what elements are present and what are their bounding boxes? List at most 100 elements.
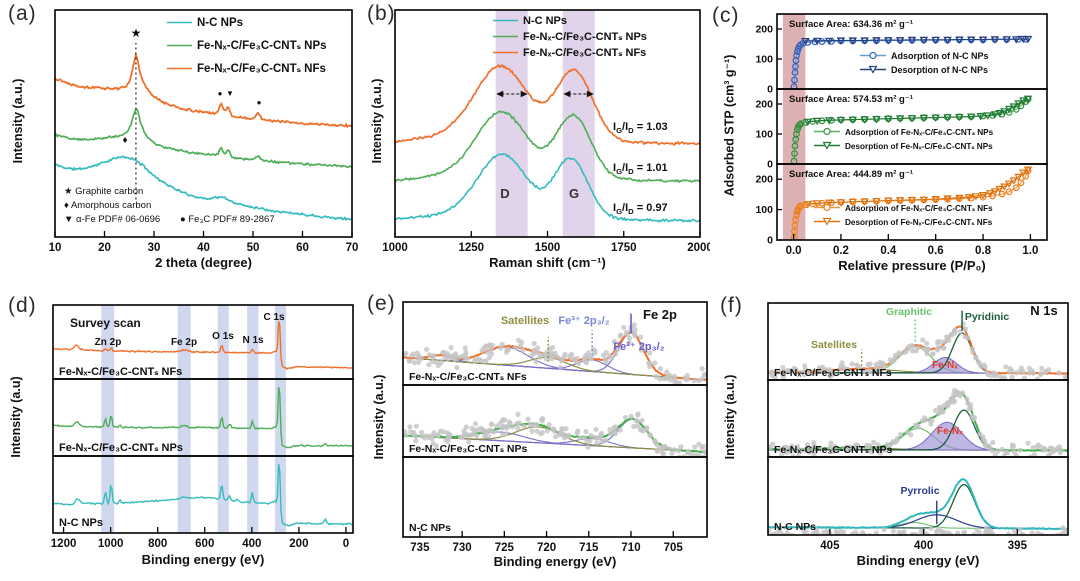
surface-area: Surface Area: 444.89 m² g⁻¹ bbox=[789, 169, 913, 180]
satellites-label: Satellites bbox=[501, 315, 549, 327]
raw-data bbox=[691, 378, 697, 384]
raw-data bbox=[866, 368, 872, 374]
raw-data bbox=[1020, 369, 1026, 375]
raw-data bbox=[568, 351, 575, 357]
raw-data bbox=[594, 440, 600, 446]
marker bbox=[801, 38, 810, 46]
raw-data bbox=[648, 432, 654, 439]
marker bbox=[1019, 35, 1028, 44]
marker bbox=[978, 192, 988, 200]
raw-data bbox=[1003, 449, 1009, 455]
raw-data bbox=[646, 360, 652, 366]
raw-data bbox=[849, 361, 855, 367]
raw-data bbox=[968, 405, 974, 412]
raw-data bbox=[662, 443, 668, 450]
region-label: N 1s bbox=[1030, 303, 1057, 318]
raw-data bbox=[440, 429, 446, 435]
sample-label: Fe-Nₓ-C/Fe₃C-CNTₛ NPs bbox=[409, 443, 527, 455]
raw-data bbox=[557, 364, 563, 371]
panel-f-xaxis-label: Binding energy (eV) bbox=[856, 553, 980, 568]
raw-data bbox=[607, 430, 614, 436]
legend-marker bbox=[822, 141, 832, 150]
marker bbox=[860, 198, 869, 206]
raw-data bbox=[603, 437, 609, 443]
raw-data bbox=[1027, 536, 1032, 541]
x-tick-label: 70 bbox=[346, 242, 359, 254]
marker bbox=[983, 112, 993, 120]
panel-b-letter: (b) bbox=[367, 2, 396, 25]
raw-data bbox=[844, 444, 850, 450]
fe3c-marker: ● bbox=[257, 98, 262, 107]
raw-data bbox=[972, 415, 978, 421]
raw-data bbox=[892, 439, 898, 446]
x-tick-label: 725 bbox=[495, 542, 515, 554]
raw-data bbox=[780, 374, 786, 380]
raw-data bbox=[1046, 453, 1052, 457]
raw-data bbox=[974, 536, 979, 541]
panel-d-yaxis-label: Intensity (a.u) bbox=[9, 376, 23, 458]
raw-data bbox=[896, 350, 902, 356]
x-tick-label: 0.8 bbox=[975, 245, 992, 257]
xrd-nc-nps bbox=[55, 155, 352, 222]
des-nc-line bbox=[805, 38, 1029, 42]
raw-data bbox=[778, 447, 784, 453]
y-tick-label: 0 bbox=[767, 235, 773, 247]
x-tick-label: 0.2 bbox=[833, 245, 849, 257]
raw-data bbox=[984, 536, 989, 541]
ig-id-ratio: IG/ID = 1.03 bbox=[613, 121, 668, 135]
x-tick-label: 0.0 bbox=[786, 245, 802, 257]
raw-data bbox=[416, 359, 422, 365]
annotation: ★ Graphite carbon bbox=[64, 186, 143, 197]
raw-data bbox=[520, 347, 526, 353]
raw-data bbox=[811, 442, 817, 448]
raw-data bbox=[982, 538, 987, 543]
element-label: Fe 2p bbox=[171, 337, 197, 348]
raw-data bbox=[770, 441, 776, 447]
raw-data bbox=[853, 362, 859, 368]
x-tick-label: 50 bbox=[247, 242, 260, 254]
raw-data bbox=[992, 373, 998, 379]
raw-data bbox=[880, 536, 885, 541]
raw-data bbox=[853, 529, 859, 535]
raw-data bbox=[588, 354, 594, 360]
marker bbox=[955, 113, 964, 122]
raw-data bbox=[529, 428, 535, 434]
panel-a-letter: (a) bbox=[8, 2, 37, 25]
raw-data bbox=[626, 340, 632, 346]
raw-data bbox=[611, 338, 617, 345]
raman-nc-nps bbox=[395, 152, 700, 223]
raw-data bbox=[950, 399, 956, 405]
raw-data bbox=[789, 443, 795, 449]
plot-area bbox=[782, 89, 1033, 164]
x-tick-label: 200 bbox=[289, 538, 308, 550]
sample-label: N-C NPs bbox=[774, 521, 816, 533]
x-tick-label: 735 bbox=[410, 542, 430, 554]
raw-data bbox=[666, 446, 672, 452]
raw-data bbox=[1035, 442, 1041, 448]
marker bbox=[793, 130, 800, 138]
highlight-band bbox=[495, 10, 528, 237]
raw-data bbox=[910, 348, 916, 354]
raw-data bbox=[684, 373, 690, 379]
raw-data bbox=[413, 433, 419, 439]
plot-area bbox=[55, 42, 352, 222]
raw-data bbox=[940, 409, 946, 415]
raw-data bbox=[788, 448, 794, 454]
raw-data bbox=[544, 428, 550, 434]
x-tick-label: 730 bbox=[453, 542, 472, 554]
raw-data bbox=[542, 352, 548, 358]
raw-data bbox=[408, 429, 414, 435]
afe-marker: ▼ bbox=[226, 89, 234, 98]
raw-data bbox=[613, 351, 619, 357]
legend-label: Fe-Nₓ-C/Fe₃C-CNTₛ NPs bbox=[197, 40, 327, 52]
raw-data bbox=[628, 413, 634, 420]
raw-data bbox=[1038, 372, 1044, 378]
raw-data bbox=[873, 538, 878, 543]
raw-data bbox=[1046, 367, 1052, 373]
raw-data bbox=[929, 417, 935, 423]
highlight-band bbox=[782, 164, 806, 240]
raw-data bbox=[664, 369, 670, 375]
sample-label: Fe-Nₓ-C/Fe₃C-CNTₛ NFs bbox=[59, 366, 182, 378]
axis-frame bbox=[776, 163, 1048, 241]
highlight-band bbox=[247, 379, 259, 456]
